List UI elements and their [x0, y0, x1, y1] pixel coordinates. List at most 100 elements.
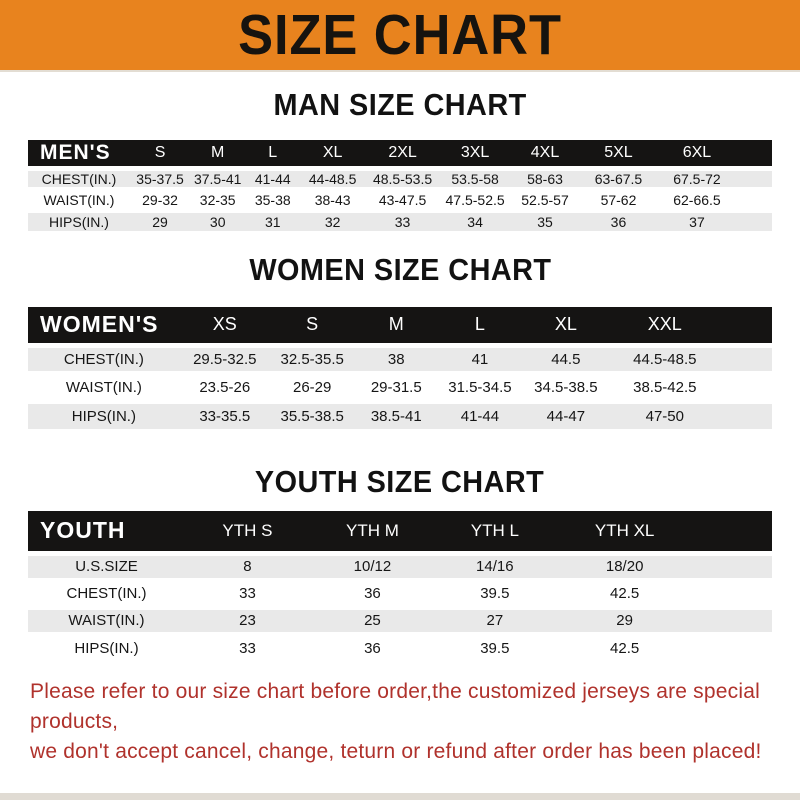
- size-column-header: M: [354, 307, 438, 345]
- size-value-cell: 32: [324, 213, 341, 230]
- size-column-header: XL: [300, 140, 365, 168]
- row-label: CHEST(IN.): [41, 170, 117, 187]
- size-value-cell: 27: [486, 612, 504, 629]
- order-policy-note-line2: we don't accept cancel, change, teturn o…: [30, 740, 762, 763]
- man-section-heading: MAN SIZE CHART: [0, 88, 800, 122]
- size-value-cell: 23: [239, 612, 256, 629]
- measurement-row: U.S.SIZE 8 10/12 14/16 18/20: [28, 553, 772, 580]
- spacer-cell: [694, 511, 772, 553]
- size-value-cell: 36: [364, 585, 381, 602]
- size-column-header: YTH S: [184, 511, 310, 553]
- size-value-cell: 62-66.5: [673, 191, 721, 208]
- page-title: SIZE CHART: [238, 2, 562, 67]
- size-value-cell: 57-62: [600, 191, 637, 208]
- man-section-heading-text: MAN SIZE CHART: [273, 87, 527, 122]
- measurement-row: WAIST(IN.) 29-32 32-35 35-38 38-43 43-47.5 47.…: [28, 189, 772, 210]
- measurement-row: HIPS(IN.) 33-35.5 35.5-38.5 38.5-41 41-44 44-…: [28, 401, 772, 429]
- size-value-cell: 8: [243, 558, 252, 575]
- size-column-header: YTH M: [309, 511, 435, 553]
- size-value-cell: 33: [394, 213, 411, 230]
- size-value-cell: 48.5-53.5: [372, 170, 433, 187]
- size-value-cell: 35: [537, 213, 553, 230]
- table-corner-label: YOUTH: [28, 511, 185, 553]
- size-value-cell: 44-48.5: [308, 170, 357, 187]
- size-column-header: XS: [179, 307, 270, 345]
- size-value-cell: 63-67.5: [594, 170, 643, 187]
- size-value-cell: 14/16: [476, 558, 514, 575]
- measurement-row: CHEST(IN.) 35-37.5 37.5-41 41-44 44-48.5 48.5…: [28, 168, 772, 189]
- size-value-cell: 52.5-57: [521, 191, 569, 208]
- size-column-header: S: [269, 307, 355, 345]
- size-column-header: XL: [521, 307, 610, 345]
- size-value-cell: 29-31.5: [370, 378, 422, 396]
- size-column-header: XXL: [609, 307, 720, 345]
- size-column-header: 3XL: [440, 140, 511, 168]
- row-label: CHEST(IN.): [63, 350, 144, 368]
- size-column-header: 4XL: [510, 140, 580, 168]
- size-column-header: S: [129, 140, 191, 168]
- size-value-cell: 38.5-41: [370, 407, 422, 425]
- size-value-cell: 39.5: [480, 640, 510, 658]
- size-value-cell: 29-32: [142, 191, 178, 208]
- measurement-row: WAIST(IN.) 23 25 27 29: [28, 607, 772, 634]
- size-value-cell: 29: [616, 612, 633, 629]
- men-size-table: MEN'S S M L XL 2XL 3XL 4XL 5XL 6XL CHEST(IN.) 35-37…: [28, 140, 772, 231]
- size-column-header: 2XL: [364, 140, 441, 168]
- row-label: WAIST(IN.): [43, 191, 115, 208]
- size-value-cell: 32.5-35.5: [280, 350, 344, 368]
- size-value-cell: 29: [152, 213, 168, 230]
- order-policy-note: Please refer to our size chart before or…: [0, 677, 800, 767]
- size-value-cell: 42.5: [610, 640, 640, 658]
- spacer-cell: [720, 401, 772, 429]
- size-value-cell: 31: [264, 213, 281, 230]
- size-value-cell: 36: [364, 640, 381, 658]
- size-value-cell: 67.5-72: [673, 170, 721, 187]
- spacer-cell: [695, 580, 772, 607]
- size-value-cell: 32-35: [199, 191, 236, 208]
- size-header-row: YOUTH YTH S YTH M YTH L YTH XL: [28, 511, 772, 553]
- row-label: HIPS(IN.): [74, 640, 139, 658]
- banner: SIZE CHART: [0, 0, 800, 72]
- size-value-cell: 43-47.5: [378, 191, 427, 208]
- size-column-header: 5XL: [579, 140, 657, 168]
- size-value-cell: 30: [209, 213, 226, 230]
- size-value-cell: 44.5-48.5: [633, 350, 697, 368]
- size-column-header: YTH XL: [554, 511, 695, 553]
- size-value-cell: 39.5: [480, 585, 510, 602]
- size-header-row: WOMEN'S XS S M L XL XXL: [28, 307, 772, 345]
- row-label: HIPS(IN.): [49, 213, 109, 230]
- size-value-cell: 34: [467, 213, 483, 230]
- youth-section-heading-text: YOUTH SIZE CHART: [255, 464, 545, 499]
- order-policy-note-line1: Please refer to our size chart before or…: [30, 680, 760, 733]
- size-value-cell: 38-43: [314, 191, 351, 208]
- spacer-cell: [695, 634, 772, 661]
- women-size-table: WOMEN'S XS S M L XL XXL CHEST(IN.) 29.5-32.5 32.5…: [28, 307, 772, 429]
- size-value-cell: 41-44: [254, 170, 291, 187]
- spacer-cell: [737, 189, 772, 210]
- measurement-row: WAIST(IN.) 23.5-26 26-29 29-31.5 31.5-34.5 34…: [28, 373, 772, 401]
- size-value-cell: 18/20: [605, 558, 644, 575]
- size-value-cell: 58-63: [527, 170, 563, 187]
- women-section-heading-text: WOMEN SIZE CHART: [248, 252, 552, 287]
- bottom-edge-strip: [0, 793, 800, 800]
- measurement-row: HIPS(IN.) 29 30 31 32 33 34 35 36 37: [28, 210, 772, 231]
- youth-section-heading: YOUTH SIZE CHART: [0, 465, 800, 499]
- size-value-cell: 35.5-38.5: [280, 407, 344, 425]
- spacer-cell: [695, 607, 772, 634]
- size-value-cell: 36: [610, 213, 627, 230]
- size-value-cell: 33-35.5: [199, 407, 251, 425]
- size-value-cell: 37.5-41: [193, 170, 242, 187]
- women-section-heading: WOMEN SIZE CHART: [0, 253, 800, 287]
- row-label: WAIST(IN.): [65, 378, 142, 396]
- size-column-header: YTH L: [434, 511, 555, 553]
- size-value-cell: 10/12: [353, 558, 392, 575]
- size-value-cell: 41-44: [460, 407, 500, 425]
- row-label: CHEST(IN.): [66, 585, 147, 602]
- table-corner-label: WOMEN'S: [28, 307, 180, 345]
- size-value-cell: 33: [239, 585, 256, 602]
- size-value-cell: 23.5-26: [199, 378, 251, 396]
- spacer-cell: [720, 373, 772, 401]
- spacer-cell: [737, 168, 772, 189]
- size-value-cell: 44-47: [546, 407, 586, 425]
- size-value-cell: 34.5-38.5: [534, 378, 598, 396]
